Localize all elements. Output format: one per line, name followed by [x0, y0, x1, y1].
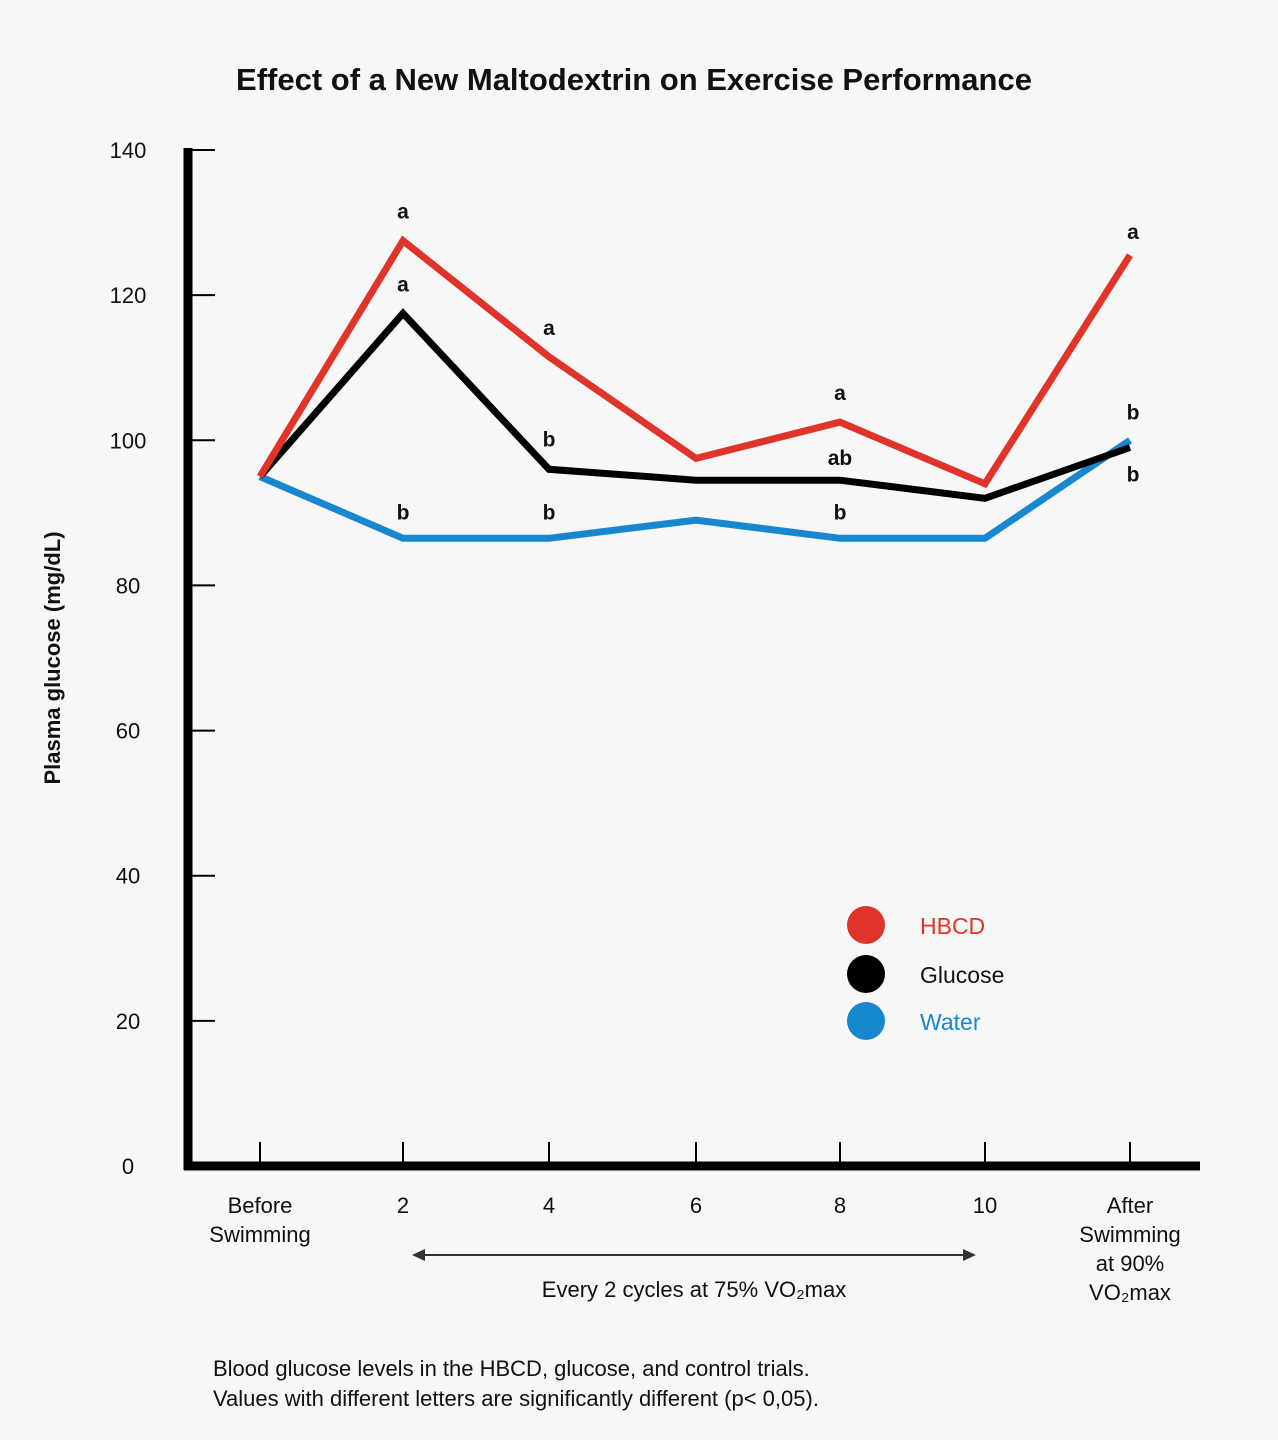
x-tick-label: VO₂max: [1089, 1280, 1171, 1305]
y-tick-label: 120: [110, 283, 147, 308]
legend-marker-water: [847, 1002, 885, 1040]
caption-line: Values with different letters are signif…: [213, 1386, 819, 1411]
legend-label-hbcd: HBCD: [920, 913, 985, 939]
significance-letter: a: [397, 273, 409, 296]
x-tick-label: 2: [397, 1193, 409, 1218]
x-tick-label: Before: [228, 1193, 293, 1218]
legend-marker-hbcd: [847, 906, 885, 944]
x-tick-label: 10: [973, 1193, 997, 1218]
significance-letter: b: [543, 428, 556, 451]
significance-letter: b: [543, 501, 556, 524]
y-tick-label: 60: [116, 719, 140, 744]
range-arrow-right-head: [963, 1249, 976, 1261]
range-annotation: Every 2 cycles at 75% VO₂max: [542, 1277, 846, 1302]
y-tick-label: 20: [116, 1009, 140, 1034]
legend-label-water: Water: [920, 1009, 981, 1035]
y-axis-label: Plasma glucose (mg/dL): [40, 531, 65, 784]
x-tick-label: 8: [834, 1193, 846, 1218]
legend-marker-glucose: [847, 955, 885, 993]
series-line-glucose: [257, 308, 1132, 502]
y-tick-label: 100: [110, 428, 147, 453]
legend-label-glucose: Glucose: [920, 962, 1004, 988]
x-tick-label: 6: [690, 1193, 702, 1218]
significance-letter: b: [1127, 464, 1140, 487]
x-tick-label: Swimming: [1079, 1222, 1180, 1247]
significance-letter: a: [1127, 221, 1139, 244]
chart-title: Effect of a New Maltodextrin on Exercise…: [236, 62, 1032, 97]
significance-letter: ab: [828, 447, 853, 470]
range-arrow-left-head: [412, 1249, 425, 1261]
x-tick-label: 4: [543, 1193, 555, 1218]
significance-letter: a: [543, 317, 555, 340]
significance-letter: b: [1127, 401, 1140, 424]
caption-line: Blood glucose levels in the HBCD, glucos…: [213, 1356, 810, 1381]
series-line-hbcd: [257, 235, 1133, 489]
significance-letter: b: [397, 501, 410, 524]
x-tick-label: at 90%: [1096, 1251, 1165, 1276]
significance-letter: a: [397, 201, 409, 224]
y-tick-label: 80: [116, 573, 140, 598]
x-tick-label: Swimming: [209, 1222, 310, 1247]
y-tick-label: 0: [122, 1154, 134, 1179]
x-tick-label: After: [1107, 1193, 1153, 1218]
significance-letter: a: [834, 382, 846, 405]
y-tick-label: 140: [110, 138, 147, 163]
significance-letter: b: [834, 501, 847, 524]
y-tick-label: 40: [116, 864, 140, 889]
